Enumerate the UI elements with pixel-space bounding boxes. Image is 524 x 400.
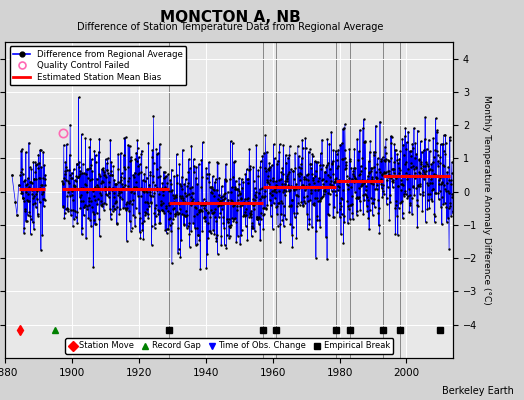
- Text: Berkeley Earth: Berkeley Earth: [442, 386, 514, 396]
- Text: Difference of Station Temperature Data from Regional Average: Difference of Station Temperature Data f…: [78, 22, 384, 32]
- Legend: Station Move, Record Gap, Time of Obs. Change, Empirical Break: Station Move, Record Gap, Time of Obs. C…: [66, 338, 393, 354]
- Text: MONCTON A, NB: MONCTON A, NB: [160, 10, 301, 25]
- Y-axis label: Monthly Temperature Anomaly Difference (°C): Monthly Temperature Anomaly Difference (…: [482, 95, 490, 305]
